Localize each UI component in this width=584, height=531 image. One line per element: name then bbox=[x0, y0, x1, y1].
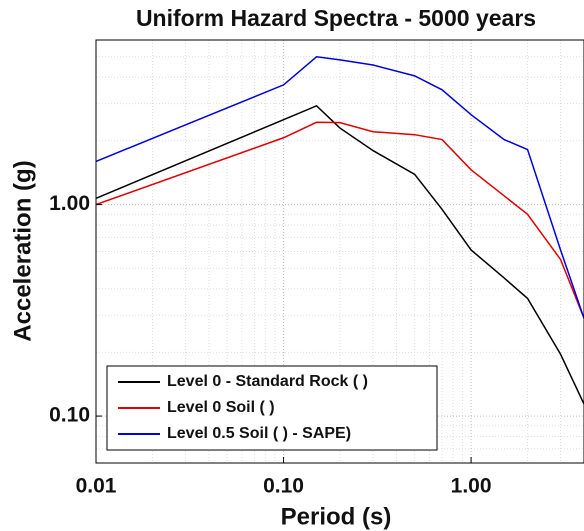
series-line bbox=[96, 55, 584, 319]
x-tick-label: 0.01 bbox=[76, 475, 117, 498]
y-tick-label: 0.10 bbox=[49, 404, 90, 427]
legend-label: Level 0.5 Soil ( ) - SAPE) bbox=[167, 425, 351, 442]
chart-title: Uniform Hazard Spectra - 5000 years bbox=[136, 5, 536, 31]
legend: Level 0 - Standard Rock ( ) Level 0 Soil … bbox=[106, 365, 438, 451]
y-tick-label: 1.00 bbox=[49, 192, 90, 215]
series-line bbox=[96, 121, 584, 319]
legend-label: Level 0 - Standard Rock ( ) bbox=[167, 373, 368, 390]
x-tick-label: 1.00 bbox=[451, 475, 492, 498]
plot-frame bbox=[95, 39, 584, 464]
y-axis-label: Acceleration (g) bbox=[9, 160, 36, 341]
plot-lines bbox=[96, 55, 584, 405]
x-tick-label: 0.10 bbox=[263, 475, 304, 498]
x-axis-label: Period (s) bbox=[281, 503, 392, 530]
series-line bbox=[96, 104, 584, 405]
legend-label: Level 0 Soil ( ) bbox=[167, 399, 275, 416]
legend-box bbox=[106, 365, 438, 451]
